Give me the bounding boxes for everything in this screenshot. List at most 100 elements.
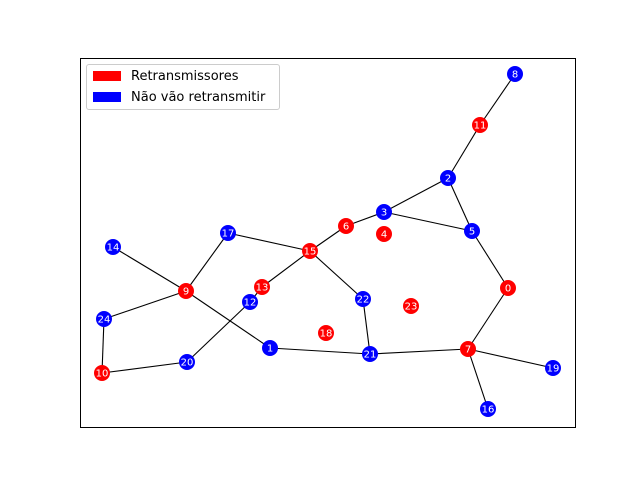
node-label: 5: [469, 227, 475, 238]
node-circle: [460, 341, 476, 357]
graph-node-10: 10: [94, 365, 110, 381]
node-circle: [440, 170, 456, 186]
node-label: 8: [512, 70, 518, 81]
node-circle: [302, 243, 318, 259]
graph-node-23: 23: [403, 298, 419, 314]
edge-22-15: [309, 250, 364, 300]
node-label: 22: [357, 295, 370, 306]
node-label: 2: [445, 174, 451, 185]
node-label: 1: [267, 344, 273, 355]
node-label: 15: [304, 247, 317, 258]
node-circle: [376, 226, 392, 242]
node-label: 0: [505, 284, 511, 295]
node-circle: [338, 218, 354, 234]
edge-7-19: [467, 348, 554, 369]
graph-node-24: 24: [96, 311, 112, 327]
edge-15-17: [227, 232, 311, 252]
graph-node-11: 11: [472, 117, 488, 133]
node-circle: [362, 346, 378, 362]
edge-9-24: [103, 290, 187, 320]
graph-node-1: 1: [262, 340, 278, 356]
graph-node-8: 8: [507, 66, 523, 82]
graph-node-0: 0: [500, 280, 516, 296]
node-label: 20: [181, 358, 194, 369]
edge-10-20: [101, 361, 188, 374]
node-label: 3: [381, 208, 387, 219]
node-label: 18: [320, 329, 333, 340]
node-label: 6: [343, 222, 349, 233]
node-label: 7: [465, 345, 471, 356]
legend-label: Retransmissores: [131, 68, 239, 84]
node-label: 16: [482, 405, 495, 416]
edge-21-1: [269, 347, 371, 355]
graph-node-7: 7: [460, 341, 476, 357]
node-circle: [472, 117, 488, 133]
graph-node-17: 17: [220, 225, 236, 241]
graph-node-15: 15: [302, 243, 318, 259]
edge-3-5: [383, 211, 473, 232]
node-label: 4: [381, 230, 387, 241]
graph-node-9: 9: [178, 283, 194, 299]
edge-7-16: [467, 348, 489, 410]
node-circle: [403, 298, 419, 314]
node-circle: [242, 294, 258, 310]
graph-node-19: 19: [545, 360, 561, 376]
node-label: 23: [405, 302, 418, 313]
legend-label: Não vão retransmitir: [131, 89, 266, 105]
edge-9-1: [185, 290, 271, 349]
node-circle: [178, 283, 194, 299]
legend-swatch-blue: [93, 92, 121, 102]
graph-node-20: 20: [179, 354, 195, 370]
legend-swatch-red: [93, 71, 121, 81]
edge-7-21: [369, 348, 469, 355]
legend: Retransmissores Não vão retransmitir: [86, 64, 280, 110]
node-circle: [318, 325, 334, 341]
node-label: 13: [256, 283, 269, 294]
node-circle: [105, 239, 121, 255]
node-label: 17: [222, 229, 235, 240]
node-label: 9: [183, 287, 189, 298]
node-label: 21: [364, 350, 377, 361]
edge-12-20: [186, 301, 251, 363]
graph-node-22: 22: [355, 291, 371, 307]
graph-node-5: 5: [464, 223, 480, 239]
node-circle: [179, 354, 195, 370]
graph-node-16: 16: [480, 401, 496, 417]
node-circle: [220, 225, 236, 241]
node-circle: [507, 66, 523, 82]
node-circle: [464, 223, 480, 239]
node-label: 19: [547, 364, 560, 375]
node-circle: [96, 311, 112, 327]
edge-0-7: [467, 287, 509, 350]
edge-14-9: [112, 246, 187, 292]
node-circle: [545, 360, 561, 376]
node-circle: [94, 365, 110, 381]
node-label: 10: [96, 369, 109, 380]
node-label: 12: [244, 298, 257, 309]
edge-15-13: [261, 250, 311, 288]
node-circle: [254, 279, 270, 295]
graph-node-13: 13: [254, 279, 270, 295]
graph-node-4: 4: [376, 226, 392, 242]
graph-node-21: 21: [362, 346, 378, 362]
graph-node-18: 18: [318, 325, 334, 341]
edge-11-2: [447, 124, 481, 179]
node-circle: [376, 204, 392, 220]
edge-24-10: [101, 318, 105, 374]
edge-21-22: [362, 298, 371, 355]
edge-2-5: [447, 177, 473, 232]
graph-node-3: 3: [376, 204, 392, 220]
node-label: 11: [474, 121, 487, 132]
node-circle: [480, 401, 496, 417]
node-label: 14: [107, 243, 120, 254]
legend-item-nao-retransmitir: Não vão retransmitir: [93, 89, 265, 105]
node-circle: [262, 340, 278, 356]
graph-node-2: 2: [440, 170, 456, 186]
node-circle: [500, 280, 516, 296]
legend-item-retransmissores: Retransmissores: [93, 68, 238, 84]
edge-8-11: [479, 73, 516, 126]
edge-5-0: [471, 230, 509, 289]
graph-node-14: 14: [105, 239, 121, 255]
